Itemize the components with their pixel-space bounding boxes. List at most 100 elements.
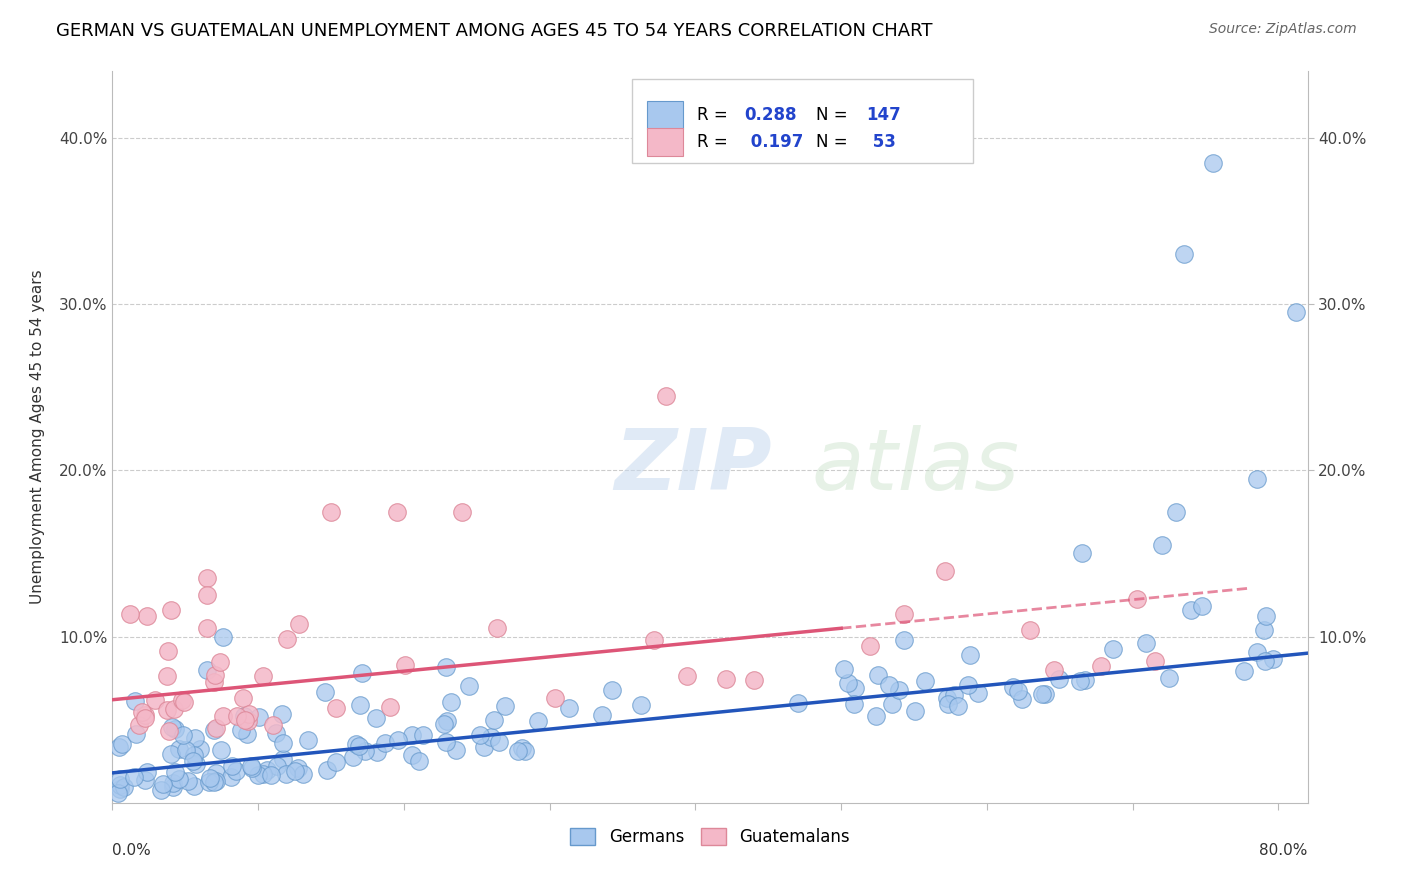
- Point: [202, 675, 225, 690]
- Point: [744, 673, 766, 687]
- Text: N =: N =: [817, 133, 853, 151]
- Point: [844, 681, 866, 696]
- Point: [118, 607, 141, 622]
- Point: [232, 690, 254, 705]
- Point: [1232, 664, 1254, 678]
- Point: [131, 706, 153, 720]
- Point: [714, 672, 737, 686]
- Point: [1253, 624, 1275, 638]
- Point: [188, 742, 211, 756]
- Point: [297, 733, 319, 747]
- Point: [935, 690, 957, 705]
- Point: [1043, 663, 1066, 677]
- FancyBboxPatch shape: [647, 128, 682, 156]
- Point: [184, 731, 207, 746]
- Point: [236, 714, 259, 728]
- Point: [184, 757, 207, 772]
- Point: [221, 759, 243, 773]
- Point: [866, 668, 889, 682]
- Point: [436, 714, 458, 728]
- Point: [288, 617, 311, 632]
- Point: [943, 689, 966, 703]
- Point: [316, 764, 339, 778]
- Point: [1001, 680, 1024, 694]
- Point: [394, 657, 416, 672]
- Point: [167, 741, 190, 756]
- Point: [273, 736, 295, 750]
- Point: [204, 765, 226, 780]
- Point: [167, 772, 190, 787]
- Point: [380, 699, 402, 714]
- Point: [107, 787, 129, 801]
- Point: [225, 709, 247, 723]
- Point: [205, 722, 228, 736]
- Point: [162, 776, 184, 790]
- Point: [401, 728, 423, 742]
- Point: [128, 718, 150, 732]
- Point: [957, 678, 980, 692]
- Point: [401, 747, 423, 762]
- Point: [347, 739, 370, 753]
- Point: [136, 764, 159, 779]
- Point: [488, 734, 510, 748]
- Point: [1135, 636, 1157, 650]
- Point: [893, 607, 915, 622]
- Point: [149, 782, 172, 797]
- Point: [936, 697, 959, 711]
- Point: [655, 388, 678, 402]
- Text: 0.288: 0.288: [745, 106, 797, 124]
- Point: [440, 695, 463, 709]
- Point: [198, 775, 221, 789]
- Point: [325, 701, 347, 715]
- Point: [240, 761, 263, 775]
- Point: [832, 662, 855, 676]
- Text: R =: R =: [697, 106, 733, 124]
- Point: [350, 666, 373, 681]
- Point: [494, 699, 516, 714]
- Point: [1263, 652, 1285, 666]
- Text: atlas: atlas: [811, 425, 1019, 508]
- Point: [233, 713, 256, 727]
- Point: [914, 674, 936, 689]
- Point: [543, 691, 565, 706]
- Point: [202, 775, 225, 789]
- Point: [273, 752, 295, 766]
- Point: [174, 743, 197, 757]
- Point: [558, 701, 581, 715]
- Point: [270, 706, 292, 721]
- Point: [157, 724, 180, 739]
- Point: [1191, 599, 1213, 614]
- Point: [156, 703, 179, 717]
- Point: [408, 754, 430, 768]
- Point: [225, 764, 247, 779]
- Point: [239, 759, 262, 773]
- Point: [160, 747, 183, 761]
- Point: [252, 767, 274, 781]
- Point: [472, 739, 495, 754]
- Point: [287, 761, 309, 775]
- Point: [1019, 623, 1042, 637]
- Point: [342, 750, 364, 764]
- Point: [837, 676, 859, 690]
- Point: [260, 767, 283, 781]
- Point: [195, 663, 218, 677]
- Point: [591, 708, 613, 723]
- Point: [276, 767, 298, 781]
- Point: [212, 630, 235, 644]
- Point: [252, 668, 274, 682]
- Point: [209, 743, 232, 757]
- Text: GERMAN VS GUATEMALAN UNEMPLOYMENT AMONG AGES 45 TO 54 YEARS CORRELATION CHART: GERMAN VS GUATEMALAN UNEMPLOYMENT AMONG …: [56, 22, 932, 40]
- Point: [946, 699, 969, 714]
- Point: [160, 720, 183, 734]
- Point: [887, 682, 910, 697]
- Point: [786, 696, 808, 710]
- Point: [934, 565, 956, 579]
- Y-axis label: Unemployment Among Ages 45 to 54 years: Unemployment Among Ages 45 to 54 years: [31, 269, 45, 605]
- Point: [374, 736, 396, 750]
- Point: [195, 571, 218, 585]
- Point: [108, 740, 131, 755]
- Point: [434, 660, 457, 674]
- Point: [211, 709, 233, 723]
- Point: [108, 781, 131, 796]
- Text: 147: 147: [866, 106, 901, 124]
